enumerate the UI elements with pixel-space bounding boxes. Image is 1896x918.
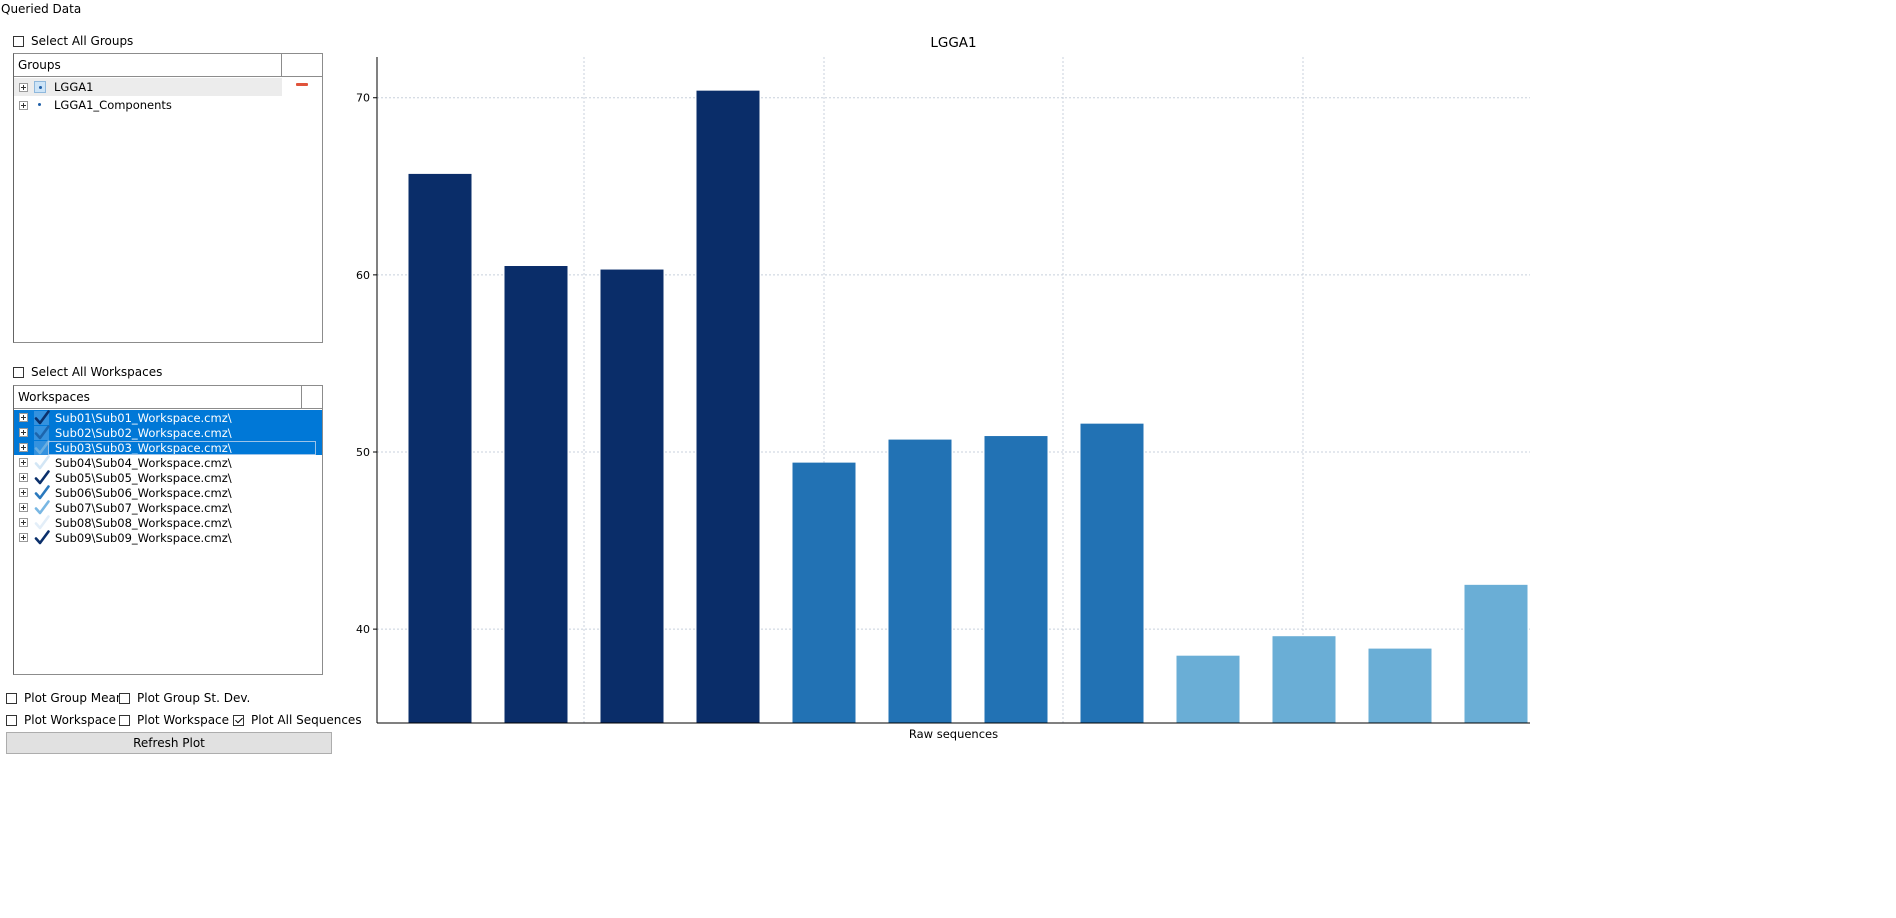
plot-workspace-mean-checkbox[interactable]: Plot Workspace Mear	[6, 713, 118, 727]
workspace-item-9[interactable]: Sub09\Sub09_Workspace.cmz\	[14, 529, 322, 546]
expand-icon[interactable]	[19, 428, 28, 437]
refresh-plot-button[interactable]: Refresh Plot	[6, 732, 332, 754]
chart-title: LGGA1	[930, 35, 976, 51]
select-all-workspaces-checkbox[interactable]: Select All Workspaces	[13, 365, 162, 379]
workspace-item-3[interactable]: Sub03\Sub03_Workspace.cmz\	[14, 439, 322, 456]
expand-icon[interactable]	[19, 82, 28, 92]
checkmark-icon[interactable]	[34, 424, 50, 441]
bar-6	[888, 439, 952, 723]
workspace-item-4[interactable]: Sub04\Sub04_Workspace.cmz\	[14, 454, 322, 471]
workspace-item-8[interactable]: Sub08\Sub08_Workspace.cmz\	[14, 514, 322, 531]
checkmark-icon[interactable]	[34, 439, 50, 456]
bar-7	[984, 436, 1048, 723]
plot-group-mean-box[interactable]	[6, 692, 17, 704]
group-label: LGGA1	[54, 80, 94, 94]
select-all-workspaces-box[interactable]	[13, 366, 24, 378]
select-all-groups-checkbox[interactable]: Select All Groups	[13, 34, 133, 48]
bar-4	[696, 90, 760, 724]
bar-1	[408, 173, 472, 724]
select-all-groups-box[interactable]	[13, 35, 24, 47]
workspaces-tree[interactable]: Workspaces Sub01\Sub01_Workspace.cmz\ Sub…	[13, 385, 323, 675]
x-axis-label: Raw sequences	[909, 727, 998, 741]
y-tick-label: 50	[356, 446, 370, 459]
expand-icon[interactable]	[19, 518, 28, 527]
workspace-item-5[interactable]: Sub05\Sub05_Workspace.cmz\	[14, 469, 322, 486]
workspace-label: Sub04\Sub04_Workspace.cmz\	[55, 455, 232, 470]
group-item-lgga1[interactable]: LGGA1	[14, 78, 282, 96]
workspace-label: Sub09\Sub09_Workspace.cmz\	[55, 530, 232, 545]
plot-workspace-mean-box[interactable]	[6, 714, 17, 726]
expand-icon[interactable]	[19, 100, 28, 110]
workspace-label: Sub06\Sub06_Workspace.cmz\	[55, 485, 232, 500]
expand-icon[interactable]	[19, 413, 28, 422]
workspace-label: Sub02\Sub02_Workspace.cmz\	[55, 425, 232, 440]
workspace-list: Sub01\Sub01_Workspace.cmz\ Sub02\Sub02_Wo…	[14, 409, 322, 545]
bar-10	[1272, 636, 1336, 723]
bar-3	[600, 269, 664, 723]
plot-group-mean-checkbox[interactable]: Plot Group Mean	[6, 691, 123, 705]
expand-icon[interactable]	[19, 488, 28, 497]
group-icon	[34, 81, 46, 93]
expand-icon[interactable]	[19, 473, 28, 482]
workspace-item-2[interactable]: Sub02\Sub02_Workspace.cmz\	[14, 424, 322, 441]
plot-group-std-checkbox[interactable]: Plot Group St. Dev.	[119, 691, 250, 705]
plot-workspace-mean-label: Plot Workspace Mear	[24, 713, 118, 727]
plot-workspace-std-label: Plot Workspace St. De	[137, 713, 233, 727]
y-tick-label: 60	[356, 269, 370, 282]
checkmark-icon[interactable]	[34, 529, 50, 546]
plot-all-sequences-checkbox[interactable]: Plot All Sequences	[233, 713, 362, 727]
plot-all-sequences-label: Plot All Sequences	[251, 713, 362, 727]
groups-header-label: Groups	[14, 54, 282, 76]
plot-workspace-std-checkbox[interactable]: Plot Workspace St. De	[119, 713, 233, 727]
checkmark-icon[interactable]	[34, 514, 50, 531]
plot-all-sequences-box[interactable]	[233, 714, 244, 726]
workspace-item-1[interactable]: Sub01\Sub01_Workspace.cmz\	[14, 409, 322, 426]
checkmark-icon[interactable]	[34, 409, 50, 426]
group-icon	[34, 99, 46, 111]
select-all-groups-label: Select All Groups	[31, 34, 134, 48]
workspace-item-6[interactable]: Sub06\Sub06_Workspace.cmz\	[14, 484, 322, 501]
y-tick-label: 70	[356, 92, 370, 105]
workspace-item-7[interactable]: Sub07\Sub07_Workspace.cmz\	[14, 499, 322, 516]
bar-chart: 40 50 60 70 LGGA1 Raw sequences	[356, 35, 1530, 741]
workspace-label: Sub08\Sub08_Workspace.cmz\	[55, 515, 232, 530]
groups-tree[interactable]: Groups LGGA1 LGGA1_Components	[13, 53, 323, 343]
workspace-label: Sub05\Sub05_Workspace.cmz\	[55, 470, 232, 485]
bar-9	[1176, 655, 1240, 723]
checkmark-icon[interactable]	[34, 454, 50, 471]
plot-group-mean-label: Plot Group Mean	[24, 691, 124, 705]
remove-group-icon[interactable]	[296, 83, 308, 86]
groups-header: Groups	[14, 54, 322, 77]
workspaces-header-label: Workspaces	[14, 386, 302, 408]
expand-icon[interactable]	[19, 458, 28, 467]
workspaces-header-action-column	[302, 386, 322, 408]
workspace-label: Sub07\Sub07_Workspace.cmz\	[55, 500, 232, 515]
bar-12	[1464, 584, 1528, 723]
plot-group-std-label: Plot Group St. Dev.	[137, 691, 251, 705]
group-label: LGGA1_Components	[54, 98, 172, 112]
bar-5	[792, 462, 856, 723]
window-title: Queried Data	[1, 2, 82, 16]
checkmark-icon[interactable]	[34, 499, 50, 516]
y-tick-label: 40	[356, 623, 370, 636]
plot-group-std-box[interactable]	[119, 692, 130, 704]
expand-icon[interactable]	[19, 503, 28, 512]
plot-workspace-std-box[interactable]	[119, 714, 130, 726]
workspaces-header: Workspaces	[14, 386, 322, 409]
bar-8	[1080, 423, 1144, 723]
select-all-workspaces-label: Select All Workspaces	[31, 365, 163, 379]
workspace-label: Sub01\Sub01_Workspace.cmz\	[55, 410, 232, 425]
bar-2	[504, 266, 568, 723]
checkmark-icon[interactable]	[34, 469, 50, 486]
expand-icon[interactable]	[19, 443, 28, 452]
expand-icon[interactable]	[19, 533, 28, 542]
bar-11	[1368, 648, 1432, 723]
workspace-label: Sub03\Sub03_Workspace.cmz\	[55, 440, 232, 455]
groups-header-action-column	[282, 54, 322, 76]
checkmark-icon[interactable]	[34, 484, 50, 501]
group-item-lgga1-components[interactable]: LGGA1_Components	[14, 96, 322, 114]
